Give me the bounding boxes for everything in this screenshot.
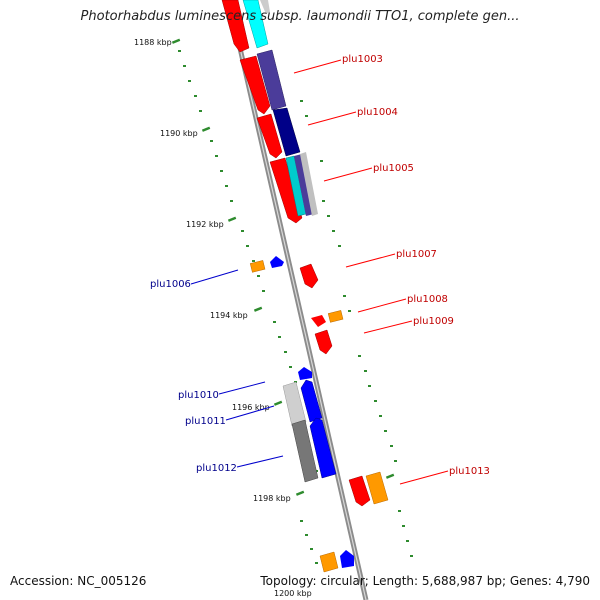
gene-plu1012[interactable]	[291, 417, 337, 483]
label-plu1013[interactable]: plu1013	[449, 466, 490, 477]
genome-summary-text: Topology: circular; Length: 5,688,987 bp…	[260, 574, 590, 588]
gene-plu1010[interactable]	[298, 367, 312, 380]
kbp-label-1188: 1188 kbp	[134, 38, 172, 47]
label-plu1012[interactable]: plu1012	[196, 463, 237, 474]
label-plu1004[interactable]: plu1004	[357, 107, 398, 118]
gene-plu1003[interactable]	[239, 49, 287, 115]
label-plu1006[interactable]: plu1006	[150, 279, 191, 290]
kbp-label-1190: 1190 kbp	[160, 129, 198, 138]
label-plu1008[interactable]: plu1008	[407, 294, 448, 305]
label-plu1010[interactable]: plu1010	[178, 390, 219, 401]
label-plu1003[interactable]: plu1003	[342, 54, 383, 65]
gene-plu1013[interactable]	[348, 471, 389, 507]
left-tick-track	[171, 38, 318, 564]
gene-block-bottom[interactable]	[319, 550, 354, 573]
gene-plu1006[interactable]	[249, 256, 284, 273]
gene-plu1005[interactable]	[269, 152, 318, 224]
leader-lines	[190, 59, 449, 485]
kbp-label-1192: 1192 kbp	[186, 220, 224, 229]
right-tick-track	[300, 100, 413, 557]
label-plu1009[interactable]: plu1009	[413, 316, 454, 327]
label-plu1011[interactable]: plu1011	[185, 416, 226, 427]
gene-block-top[interactable]	[221, 0, 270, 53]
gene-plu1004[interactable]	[256, 107, 301, 159]
gene-plu1011[interactable]	[282, 379, 323, 427]
map-title: Photorhabdus luminescens subsp. laumondi…	[80, 9, 520, 24]
gene-plu1007[interactable]	[299, 263, 319, 289]
label-plu1005[interactable]: plu1005	[373, 163, 414, 174]
kbp-label-1194: 1194 kbp	[210, 311, 248, 320]
kbp-label-1200: 1200 kbp	[274, 589, 312, 598]
kbp-label-1196: 1196 kbp	[232, 403, 270, 412]
gene-plu1008[interactable]	[311, 310, 344, 327]
gene-plu1009[interactable]	[314, 329, 333, 355]
kbp-label-1198: 1198 kbp	[253, 494, 291, 503]
backbone-highlight	[228, 0, 367, 600]
accession-text: Accession: NC_005126	[10, 574, 147, 588]
label-plu1007[interactable]: plu1007	[396, 249, 437, 260]
